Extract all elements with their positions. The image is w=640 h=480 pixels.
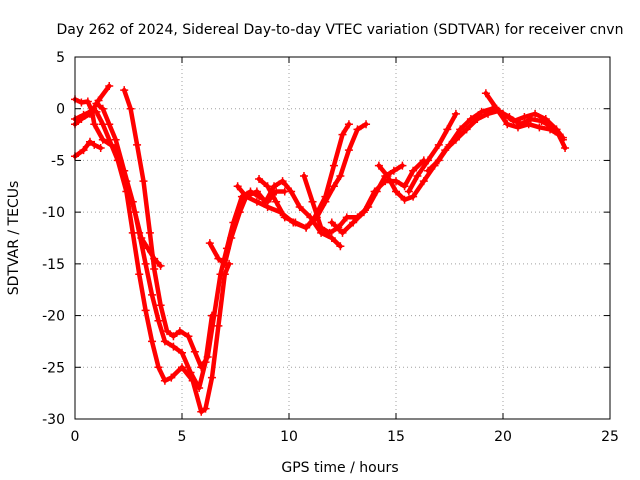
x-axis-label: GPS time / hours <box>281 460 398 476</box>
series-line-arc-c <box>75 99 161 266</box>
y-tick-label: -25 <box>42 360 65 376</box>
y-tick-label: 0 <box>56 102 65 118</box>
series-line-arc-m <box>409 114 456 192</box>
series-line-arc-o <box>428 109 563 171</box>
data-traces <box>71 82 569 416</box>
data-point <box>214 322 222 330</box>
data-point <box>146 229 154 237</box>
y-tick-label: 5 <box>56 50 65 66</box>
x-tick-label: 25 <box>601 429 619 445</box>
plot-frame <box>75 57 610 419</box>
y-tick-label: -5 <box>51 153 65 169</box>
y-tick-label: -30 <box>42 412 65 428</box>
data-point <box>135 270 143 278</box>
y-tick-label: -15 <box>42 257 65 273</box>
chart: Day 262 of 2024, Sidereal Day-to-day VTE… <box>0 0 640 480</box>
chart-title: Day 262 of 2024, Sidereal Day-to-day VTE… <box>57 22 624 38</box>
x-tick-label: 10 <box>280 429 298 445</box>
x-tick-label: 0 <box>71 429 80 445</box>
series-line-arc-a <box>75 142 101 157</box>
y-axis-label: SDTVAR / TECUs <box>6 181 22 296</box>
gridlines <box>75 57 610 419</box>
x-tick-label: 20 <box>494 429 512 445</box>
data-point <box>139 177 147 185</box>
y-tick-label: -10 <box>42 205 65 221</box>
x-tick-label: 15 <box>387 429 405 445</box>
y-tick-label: -20 <box>42 309 65 325</box>
x-tick-label: 5 <box>178 429 187 445</box>
